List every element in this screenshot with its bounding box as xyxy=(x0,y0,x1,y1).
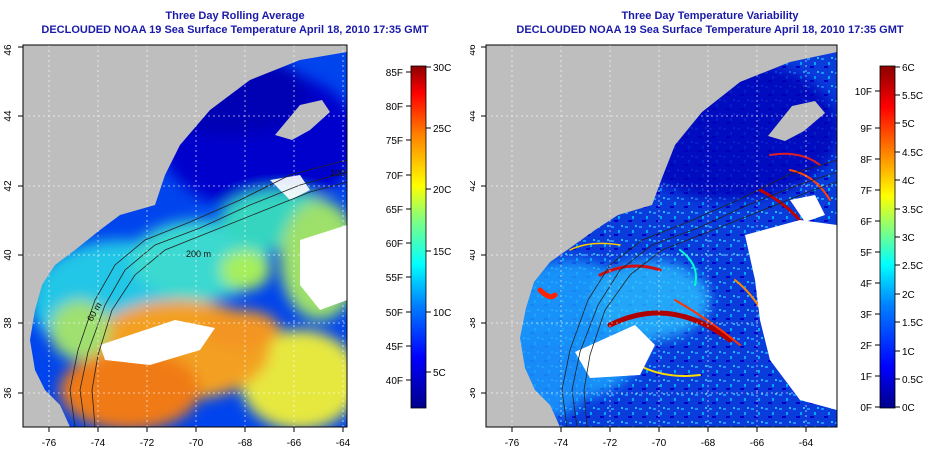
colorbar-c-label: 2.5C xyxy=(902,261,923,272)
y-tick: 38 xyxy=(470,317,478,329)
x-tick: -76 xyxy=(42,438,57,449)
average-colorbar-ramp xyxy=(410,65,427,409)
colorbar-c-label: 1.5C xyxy=(902,318,923,329)
colorbar-c-label: 1C xyxy=(902,347,915,358)
colorbar-f-label: 75F xyxy=(386,136,403,147)
variability-y-axis: 36 38 40 42 44 46 xyxy=(470,44,486,399)
colorbar-c-label: 25C xyxy=(433,124,451,135)
y-tick: 42 xyxy=(470,180,478,192)
contour-label-100m: 100 m xyxy=(330,168,355,178)
y-tick: 40 xyxy=(3,249,14,261)
average-subtitle: DECLOUDED NOAA 19 Sea Surface Temperatur… xyxy=(41,24,429,36)
y-tick: 40 xyxy=(470,249,478,261)
x-tick: -74 xyxy=(554,438,569,449)
colorbar-c-label: 20C xyxy=(433,185,451,196)
average-map: 60 m 200 m 100 m xyxy=(23,45,355,427)
x-tick: -72 xyxy=(140,438,155,449)
colorbar-f-label: 45F xyxy=(386,342,403,353)
x-tick: -66 xyxy=(750,438,765,449)
colorbar-f-label: 9F xyxy=(860,124,872,135)
y-tick: 44 xyxy=(470,110,478,122)
y-tick: 46 xyxy=(3,44,14,56)
x-tick: -64 xyxy=(799,438,814,449)
y-tick: 46 xyxy=(470,44,478,56)
colorbar-f-label: 4F xyxy=(860,279,872,290)
variability-colorbar: 0F 1F 2F 3F 4F 5F 6F 7F 8F 9F 10F 0C 0.5… xyxy=(855,63,923,414)
average-panel: Three Day Rolling Average DECLOUDED NOAA… xyxy=(0,0,470,475)
colorbar-f-label: 7F xyxy=(860,186,872,197)
variability-title: Three Day Temperature Variability xyxy=(621,10,799,22)
colorbar-f-label: 8F xyxy=(860,155,872,166)
x-tick: -76 xyxy=(505,438,520,449)
x-tick: -74 xyxy=(91,438,106,449)
colorbar-c-label: 4.5C xyxy=(902,148,923,159)
variability-map xyxy=(486,45,837,427)
average-x-axis: -76 -74 -72 -70 -68 -66 -64 xyxy=(42,427,351,449)
x-tick: -68 xyxy=(238,438,253,449)
colorbar-c-label: 3.5C xyxy=(902,205,923,216)
colorbar-f-label: 60F xyxy=(386,239,403,250)
colorbar-c-label: 5C xyxy=(902,119,915,130)
colorbar-f-label: 10F xyxy=(855,87,872,98)
average-title: Three Day Rolling Average xyxy=(165,10,305,22)
average-y-axis: 36 38 40 42 44 46 xyxy=(3,44,23,399)
colorbar-f-label: 1F xyxy=(860,372,872,383)
colorbar-f-label: 2F xyxy=(860,341,872,352)
colorbar-c-label: 10C xyxy=(433,308,451,319)
variability-map-frame xyxy=(485,44,838,428)
y-tick: 36 xyxy=(470,387,478,399)
variability-colorbar-ramp xyxy=(879,65,896,409)
colorbar-f-label: 80F xyxy=(386,102,403,113)
contour-label-200m: 200 m xyxy=(186,249,211,259)
colorbar-f-label: 50F xyxy=(386,308,403,319)
variability-panel: Three Day Temperature Variability DECLOU… xyxy=(470,0,950,475)
y-tick: 38 xyxy=(3,317,14,329)
colorbar-f-label: 70F xyxy=(386,171,403,182)
colorbar-f-label: 0F xyxy=(860,403,872,414)
colorbar-c-label: 3C xyxy=(902,233,915,244)
colorbar-c-label: 0C xyxy=(902,403,915,414)
x-tick: -68 xyxy=(701,438,716,449)
x-tick: -70 xyxy=(189,438,204,449)
colorbar-c-label: 5C xyxy=(433,368,446,379)
average-colorbar: 40F 45F 50F 55F 60F 65F 70F 75F 80F 85F … xyxy=(386,63,451,409)
colorbar-c-label: 30C xyxy=(433,63,451,74)
colorbar-c-label: 15C xyxy=(433,247,451,258)
y-tick: 36 xyxy=(3,387,14,399)
variability-x-axis: -76 -74 -72 -70 -68 -66 -64 xyxy=(505,427,814,449)
average-map-frame xyxy=(22,44,348,428)
variability-subtitle: DECLOUDED NOAA 19 Sea Surface Temperatur… xyxy=(516,24,904,36)
y-tick: 42 xyxy=(3,180,14,192)
colorbar-f-label: 5F xyxy=(860,248,872,259)
x-tick: -72 xyxy=(603,438,618,449)
x-tick: -64 xyxy=(336,438,351,449)
x-tick: -66 xyxy=(287,438,302,449)
average-figure: 60 m 200 m 100 m -76 -74 -72 -70 -68 -66… xyxy=(3,44,451,449)
variability-figure: -76 -74 -72 -70 -68 -66 -64 36 38 40 42 … xyxy=(470,44,923,449)
colorbar-c-label: 2C xyxy=(902,290,915,301)
colorbar-f-label: 55F xyxy=(386,273,403,284)
colorbar-c-label: 6C xyxy=(902,63,915,74)
colorbar-f-label: 6F xyxy=(860,217,872,228)
colorbar-f-label: 85F xyxy=(386,68,403,79)
colorbar-c-label: 5.5C xyxy=(902,91,923,102)
colorbar-c-label: 0.5C xyxy=(902,375,923,386)
x-tick: -70 xyxy=(652,438,667,449)
colorbar-f-label: 3F xyxy=(860,310,872,321)
colorbar-f-label: 65F xyxy=(386,205,403,216)
colorbar-c-label: 4C xyxy=(902,176,915,187)
colorbar-f-label: 40F xyxy=(386,376,403,387)
y-tick: 44 xyxy=(3,110,14,122)
